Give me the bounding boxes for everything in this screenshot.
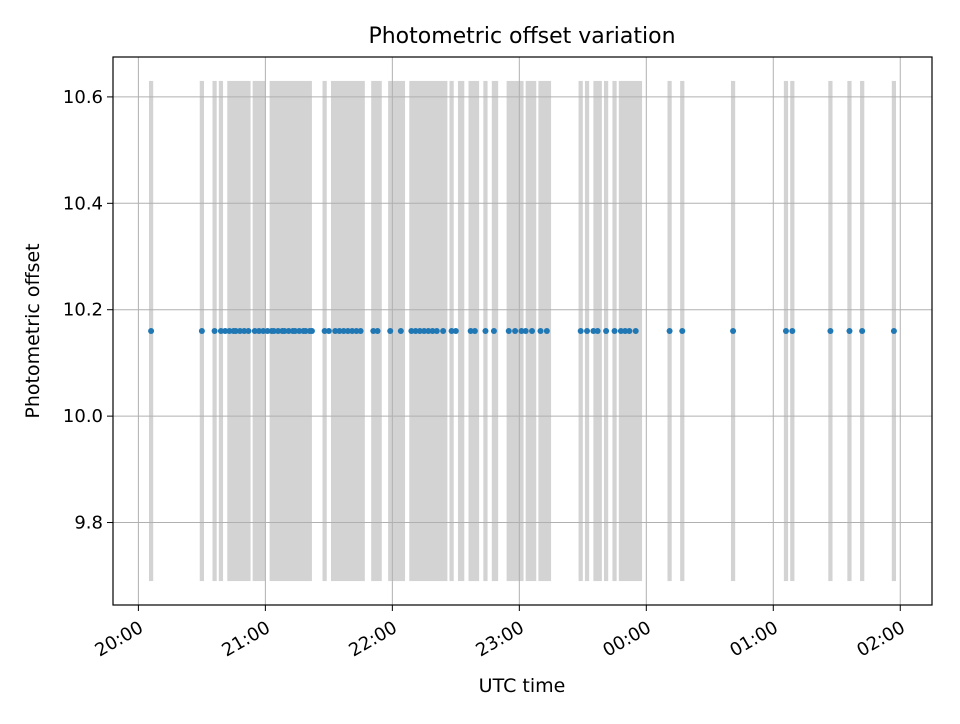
- y-tick-label: 10.4: [63, 193, 103, 214]
- data-point: [617, 328, 624, 334]
- data-point: [789, 328, 796, 334]
- data-point: [340, 328, 347, 334]
- data-point: [537, 328, 544, 334]
- data-point: [522, 328, 529, 334]
- data-point: [281, 328, 288, 334]
- data-points: [148, 328, 897, 334]
- data-point: [336, 328, 343, 334]
- data-point: [467, 328, 474, 334]
- y-tick-label: 9.8: [74, 513, 103, 534]
- data-point: [452, 328, 459, 334]
- data-point: [471, 328, 478, 334]
- data-point: [603, 328, 610, 334]
- data-point: [285, 328, 292, 334]
- data-point: [387, 328, 394, 334]
- data-point: [332, 328, 339, 334]
- data-point: [308, 328, 315, 334]
- data-point: [421, 328, 428, 334]
- data-point: [302, 328, 309, 334]
- data-point: [357, 328, 364, 334]
- data-point: [292, 328, 298, 334]
- data-point: [622, 328, 629, 334]
- data-point: [241, 328, 248, 334]
- data-point: [577, 328, 584, 334]
- data-point: [397, 328, 404, 334]
- data-point: [490, 328, 497, 334]
- data-point: [370, 328, 377, 334]
- data-point: [529, 328, 536, 334]
- data-point: [222, 328, 229, 334]
- data-point: [518, 328, 525, 334]
- data-point: [408, 328, 415, 334]
- data-point: [296, 328, 303, 334]
- y-tick-label: 10.0: [63, 406, 103, 427]
- data-point: [425, 328, 432, 334]
- data-point: [730, 328, 737, 334]
- y-tick-label: 10.6: [63, 87, 103, 108]
- data-point: [440, 328, 447, 334]
- data-point: [148, 328, 155, 334]
- data-point: [632, 328, 639, 334]
- data-point: [611, 328, 618, 334]
- data-point: [321, 328, 328, 334]
- chart-title: Photometric offset variation: [368, 24, 675, 49]
- data-point: [236, 328, 243, 334]
- data-point: [448, 328, 455, 334]
- x-axis-label: UTC time: [479, 675, 566, 697]
- y-axis-label: Photometric offset: [22, 243, 44, 418]
- data-point: [256, 328, 263, 334]
- data-point: [666, 328, 673, 334]
- data-point: [827, 328, 834, 334]
- data-point: [374, 328, 381, 334]
- data-point: [260, 328, 267, 334]
- data-point: [211, 328, 218, 334]
- data-point: [782, 328, 789, 334]
- data-point: [890, 328, 897, 334]
- data-point: [433, 328, 440, 334]
- data-point: [512, 328, 519, 334]
- data-point: [482, 328, 489, 334]
- data-point: [353, 328, 360, 334]
- data-point: [349, 328, 356, 334]
- data-point: [198, 328, 205, 334]
- data-point: [245, 328, 252, 334]
- data-point: [859, 328, 866, 334]
- data-point: [217, 328, 224, 334]
- data-point: [846, 328, 853, 334]
- y-axis-ticks: 9.8 10.0 10.2 10.4 10.6: [63, 87, 113, 534]
- data-point: [416, 328, 423, 334]
- data-point: [626, 328, 633, 334]
- data-point: [325, 328, 332, 334]
- data-point: [429, 328, 436, 334]
- data-point: [590, 328, 597, 334]
- data-point: [270, 328, 277, 334]
- data-point: [594, 328, 601, 334]
- data-point: [412, 328, 419, 334]
- shaded-interval: [457, 80, 465, 582]
- data-point: [226, 328, 233, 334]
- data-point: [251, 328, 258, 334]
- data-point: [232, 328, 239, 334]
- data-point: [543, 328, 550, 334]
- data-point: [264, 328, 271, 334]
- plot-frame: [112, 56, 933, 606]
- data-point: [584, 328, 591, 334]
- data-point: [679, 328, 686, 334]
- y-tick-label: 10.2: [63, 300, 103, 321]
- data-point: [275, 328, 282, 334]
- data-point: [344, 328, 351, 334]
- data-point: [505, 328, 512, 334]
